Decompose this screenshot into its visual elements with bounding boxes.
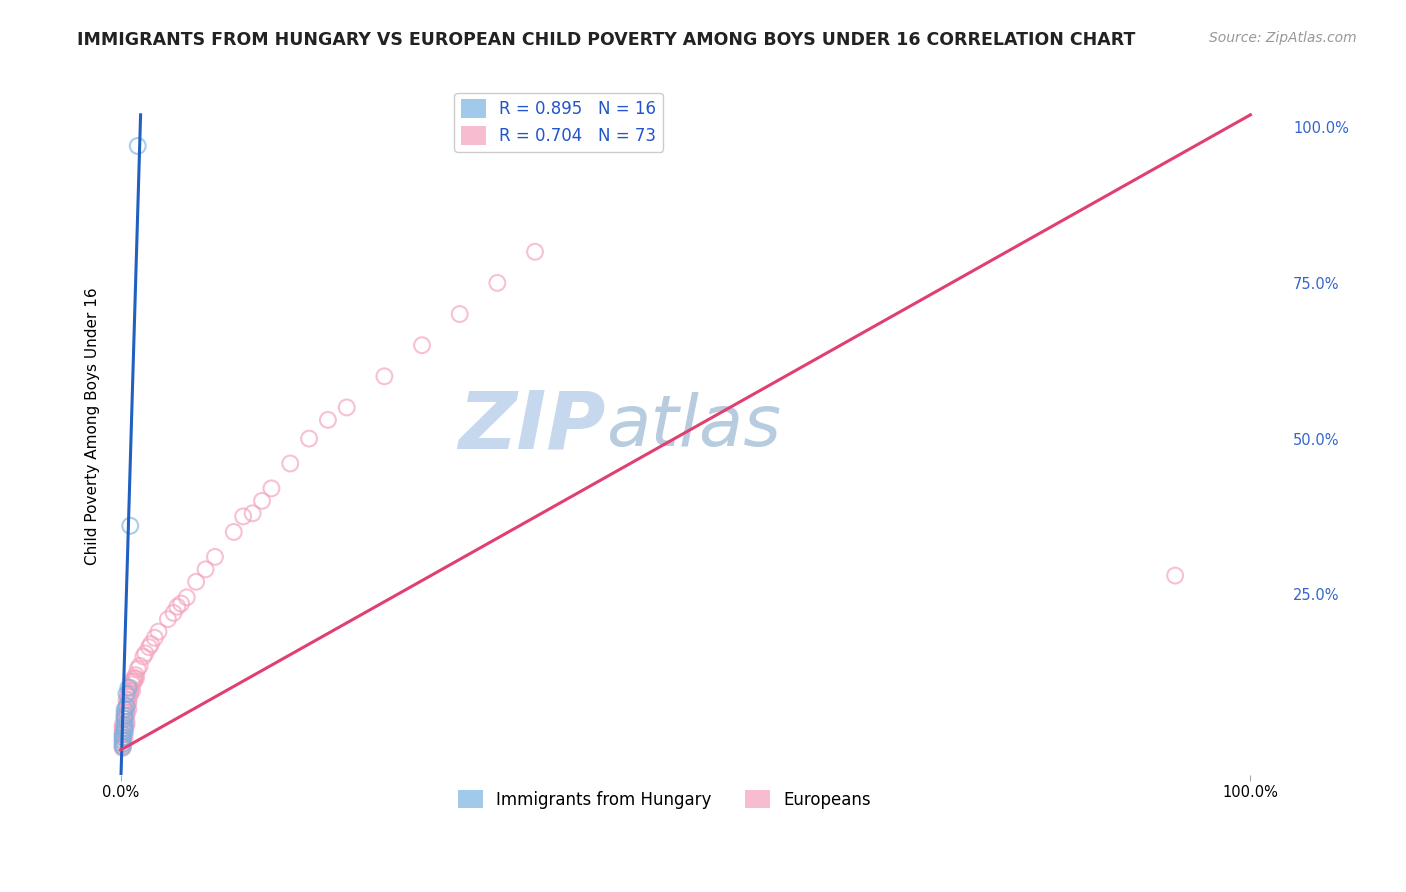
Point [316,413,339,427]
Point [111,731,134,745]
Point [111,738,134,752]
Y-axis label: Child Poverty Among Boys Under 16: Child Poverty Among Boys Under 16 [86,287,100,565]
Point [120,518,142,533]
Point [184,574,207,589]
Point [278,457,301,471]
Point [260,482,283,496]
Point [122,674,145,689]
Point [115,706,138,720]
Point [139,637,162,651]
Point [222,524,245,539]
Point [115,708,138,723]
Point [134,647,156,661]
Point [336,401,359,415]
Point [111,727,134,741]
Text: IMMIGRANTS FROM HUNGARY VS EUROPEAN CHILD POVERTY AMONG BOYS UNDER 16 CORRELATIO: IMMIGRANTS FROM HUNGARY VS EUROPEAN CHIL… [77,31,1136,49]
Point [111,724,134,739]
Point [121,677,143,691]
Text: atlas: atlas [606,392,780,460]
Point [111,737,134,751]
Point [117,702,139,716]
Point [114,724,136,739]
Point [111,739,134,754]
Point [242,506,264,520]
Point [232,509,254,524]
Point [194,562,217,576]
Point [115,702,138,716]
Point [486,276,509,290]
Point [411,338,433,352]
Point [115,699,138,714]
Point [120,687,142,701]
Point [166,599,188,614]
Point [111,733,134,747]
Point [128,658,150,673]
Point [117,696,139,710]
Point [114,724,136,739]
Point [111,741,134,756]
Point [524,244,547,259]
Point [373,369,395,384]
Point [114,718,136,732]
Point [114,708,136,723]
Point [121,674,143,689]
Point [114,714,136,729]
Point [115,714,138,729]
Point [127,139,149,153]
Point [115,693,138,707]
Point [114,718,136,732]
Point [111,737,134,751]
Point [132,649,155,664]
Point [121,683,143,698]
Point [114,731,136,745]
Point [114,712,136,726]
Text: Source: ZipAtlas.com: Source: ZipAtlas.com [1209,31,1357,45]
Point [117,693,139,707]
Point [117,687,139,701]
Point [156,612,179,626]
Point [125,671,148,685]
Legend: Immigrants from Hungary, Europeans: Immigrants from Hungary, Europeans [451,783,877,815]
Point [122,671,145,685]
Point [120,683,142,698]
Point [138,640,160,655]
Point [125,668,148,682]
Point [111,718,134,732]
Point [111,727,134,741]
Point [114,708,136,723]
Point [114,721,136,735]
Point [114,702,136,716]
Point [115,687,138,701]
Point [111,739,134,754]
Point [114,706,136,720]
Point [114,721,136,735]
Point [117,681,139,695]
Point [117,690,139,704]
Point [143,631,166,645]
Point [111,721,134,735]
Point [115,718,138,732]
Point [204,549,226,564]
Point [449,307,471,321]
Point [298,432,321,446]
Point [120,681,142,695]
Point [176,591,198,605]
Point [114,727,136,741]
Point [111,733,134,747]
Point [162,606,184,620]
Point [148,624,170,639]
Point [250,493,273,508]
Point [115,699,138,714]
Point [127,662,149,676]
Point [114,712,136,726]
Text: ZIP: ZIP [458,387,606,465]
Point [170,597,193,611]
Point [111,731,134,745]
Point [1164,568,1187,582]
